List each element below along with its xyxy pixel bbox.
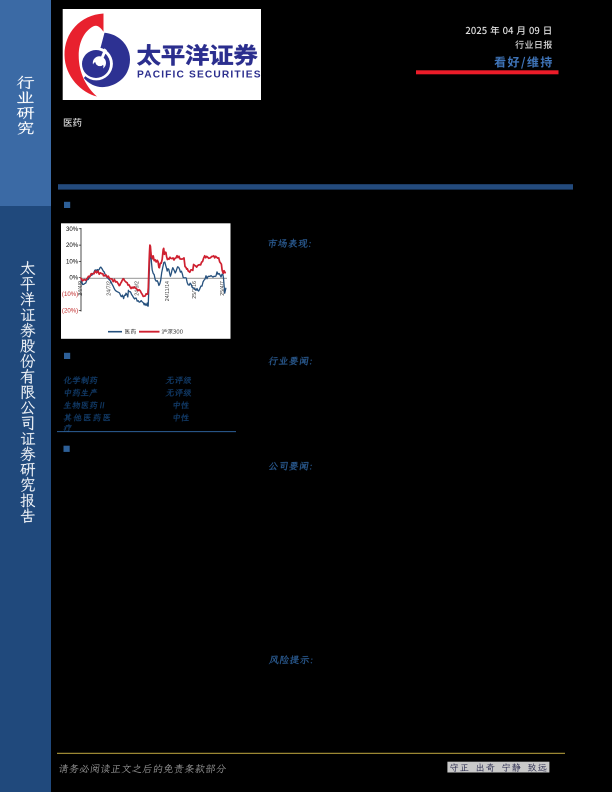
svg-text:20%: 20%: [66, 242, 79, 249]
svg-text:10%: 10%: [66, 258, 79, 265]
svg-text:24/7/2: 24/7/2: [107, 281, 113, 296]
svg-text:30%: 30%: [66, 226, 79, 233]
svg-text:(10%): (10%): [62, 291, 78, 298]
svg-text:24/9/2: 24/9/2: [135, 281, 141, 296]
svg-text:24/4/9: 24/4/9: [78, 281, 84, 296]
svg-text:25/4/7: 25/4/7: [220, 281, 226, 296]
svg-text:PACIFIC SECURITIES: PACIFIC SECURITIES: [137, 70, 262, 81]
svg-text:0%: 0%: [69, 275, 78, 282]
svg-text:(20%): (20%): [62, 307, 78, 314]
svg-text:24/11/14: 24/11/14: [165, 281, 171, 301]
